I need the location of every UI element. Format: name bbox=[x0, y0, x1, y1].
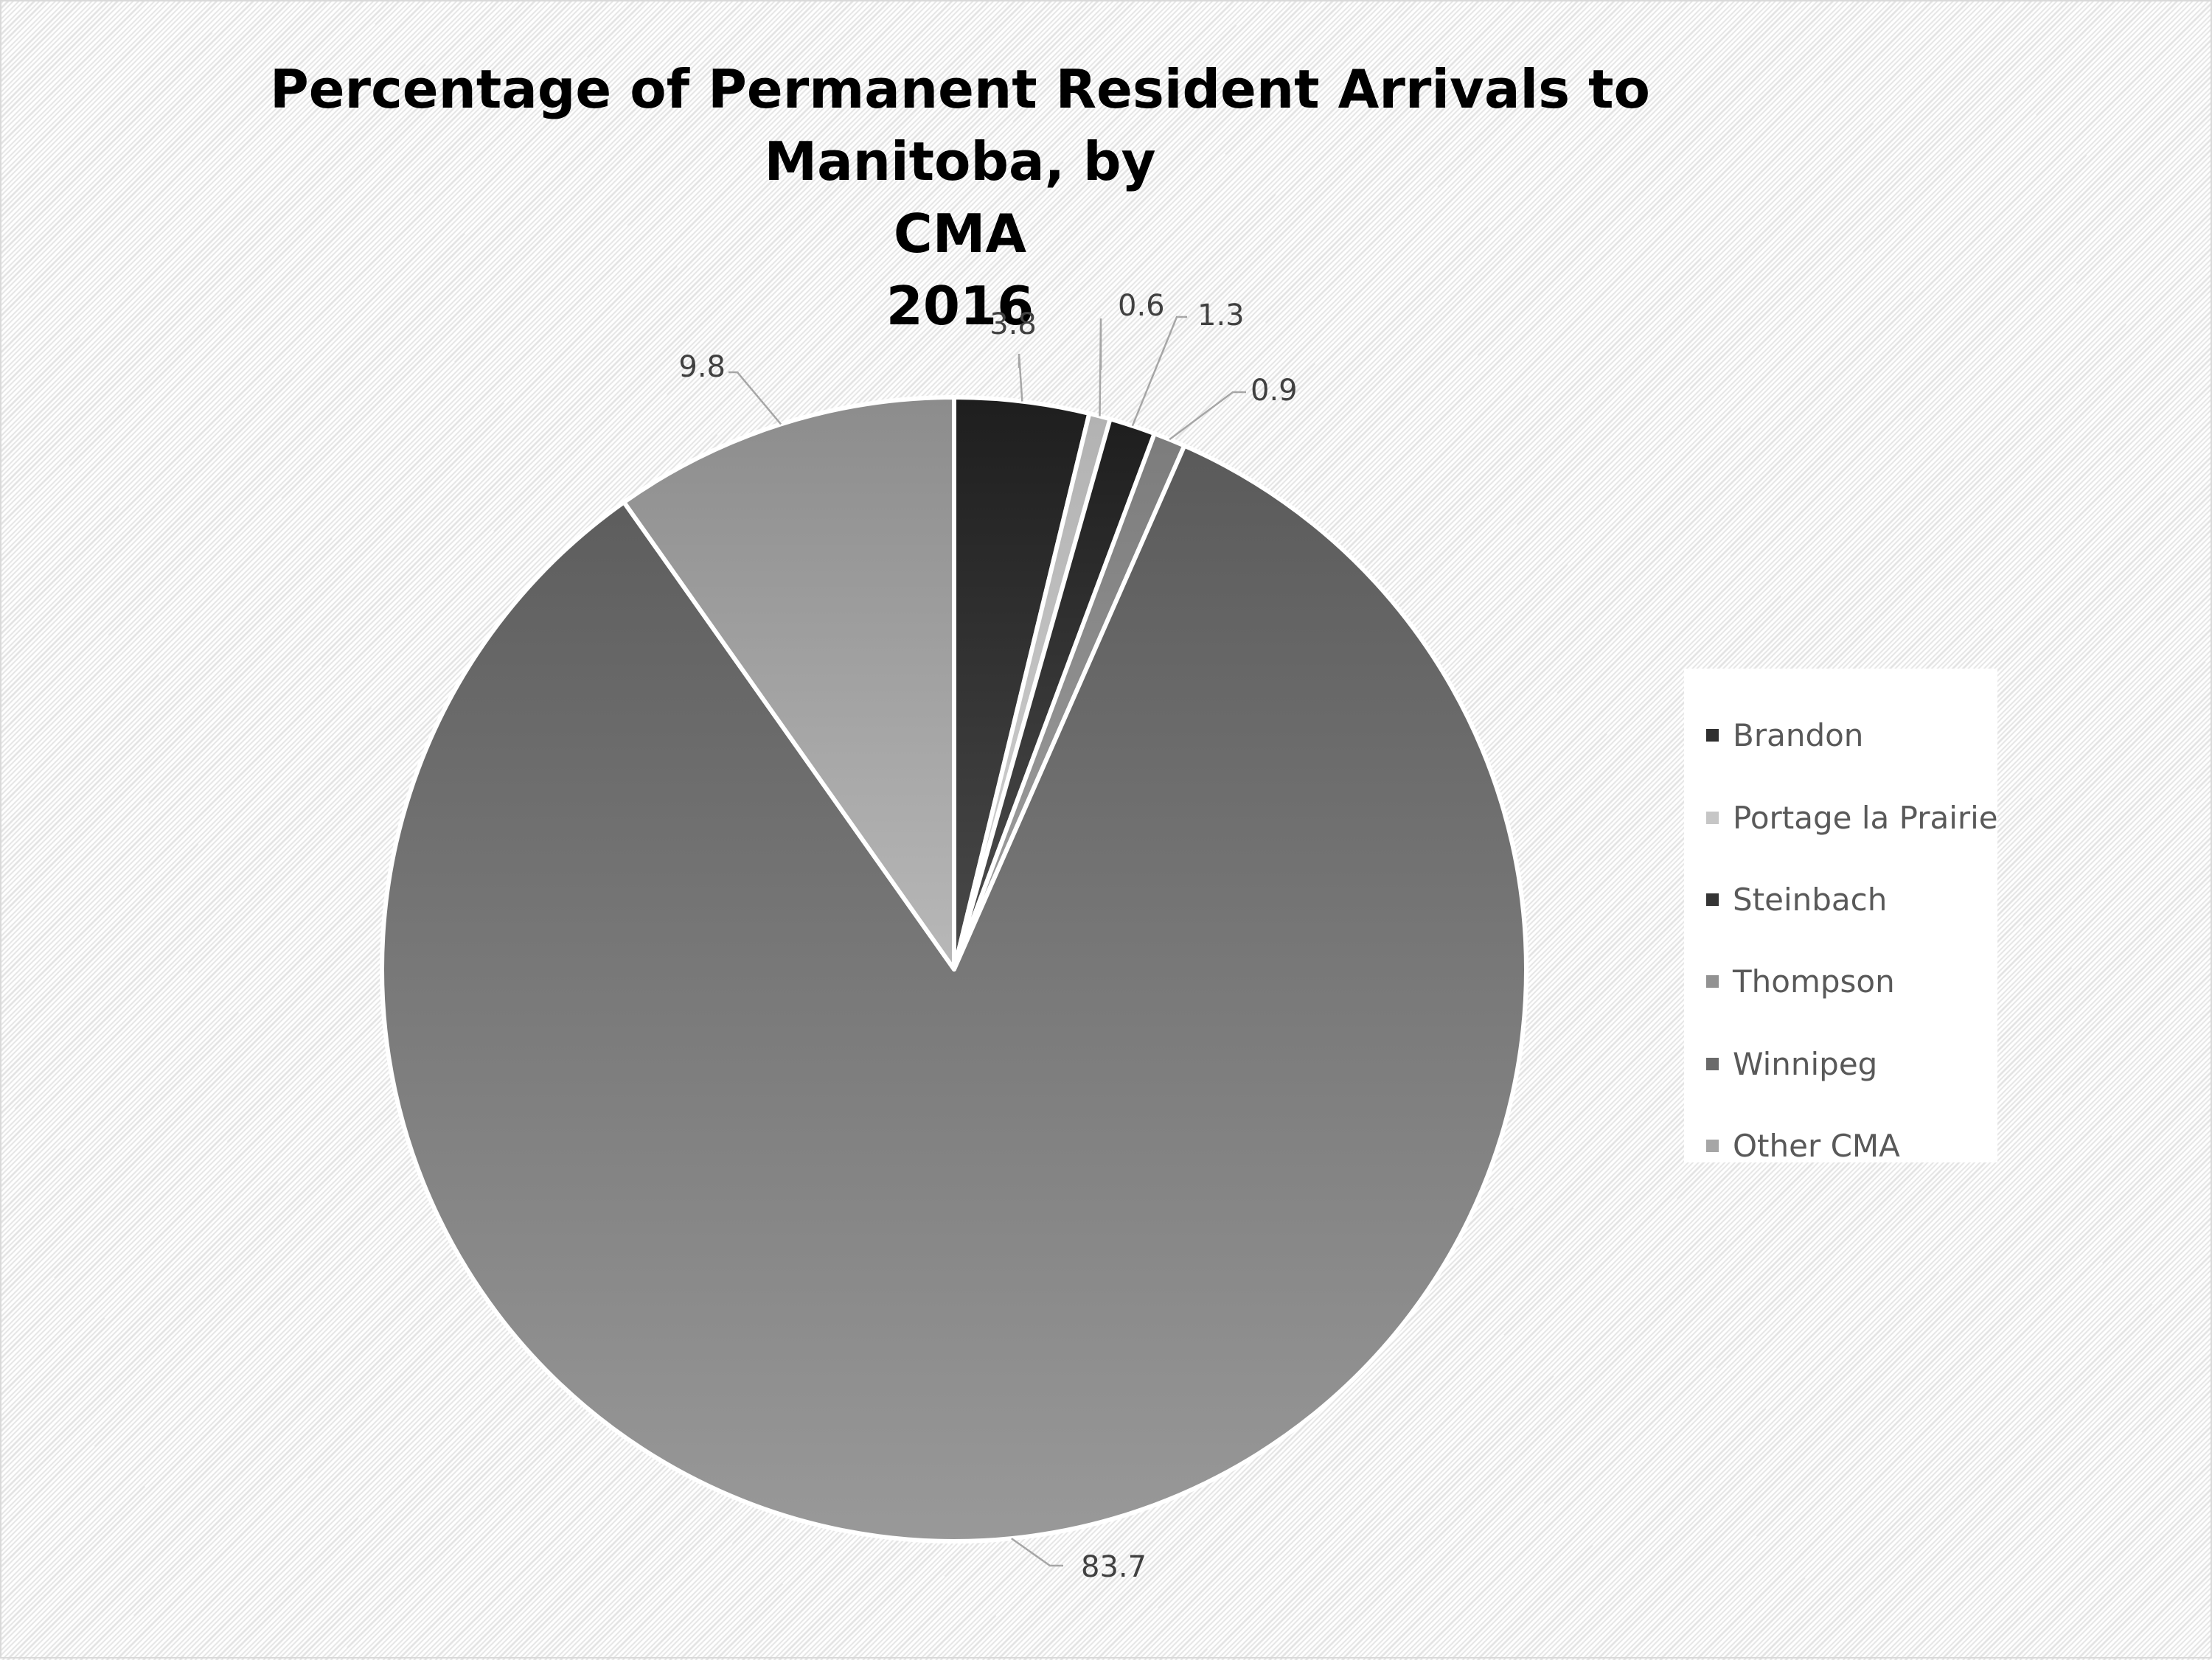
legend-swatch-brandon bbox=[1706, 728, 1719, 742]
legend-item-winnipeg: Winnipeg bbox=[1706, 1042, 1877, 1086]
legend-swatch-steinbach bbox=[1706, 893, 1719, 906]
data-label-thompson: 0.9 bbox=[1251, 374, 1298, 408]
leader-line-steinbach bbox=[1131, 315, 1187, 427]
legend-label-other-cma: Other CMA bbox=[1733, 1127, 1900, 1164]
pie-slice-other-cma bbox=[622, 395, 956, 972]
chart-title-line-2: CMA bbox=[893, 203, 1027, 265]
legend-label-thompson: Thompson bbox=[1733, 963, 1895, 1000]
data-label-other-cma: 9.8 bbox=[678, 350, 726, 384]
legend-item-steinbach: Steinbach bbox=[1706, 877, 1887, 921]
leader-line-brandon bbox=[1018, 353, 1023, 402]
legend-label-brandon: Brandon bbox=[1733, 716, 1864, 753]
chart-title-line-1: Percentage of Permanent Resident Arrival… bbox=[269, 58, 1651, 192]
leader-line-thompson bbox=[1169, 391, 1246, 441]
legend-item-thompson: Thompson bbox=[1706, 959, 1895, 1003]
legend-item-brandon: Brandon bbox=[1706, 713, 1863, 757]
data-label-winnipeg: 83.7 bbox=[1081, 1550, 1147, 1584]
legend-item-other-cma: Other CMA bbox=[1706, 1123, 1900, 1168]
data-label-brandon: 3.8 bbox=[990, 307, 1037, 341]
legend: Brandon Portage la Prairie Steinbach Tho… bbox=[1684, 669, 1998, 1164]
data-label-steinbach: 1.3 bbox=[1197, 299, 1245, 332]
legend-swatch-portage-la-prairie bbox=[1706, 811, 1719, 824]
legend-swatch-other-cma bbox=[1706, 1139, 1719, 1152]
leader-line-portage-la-prairie bbox=[1099, 318, 1102, 416]
legend-swatch-thompson bbox=[1706, 974, 1719, 988]
legend-label-portage-la-prairie: Portage la Prairie bbox=[1733, 799, 1998, 836]
legend-item-portage-la-prairie: Portage la Prairie bbox=[1706, 795, 1998, 840]
chart-title: Percentage of Permanent Resident Arrival… bbox=[149, 53, 1771, 342]
leader-line-other-cma bbox=[728, 371, 782, 425]
legend-label-winnipeg: Winnipeg bbox=[1733, 1045, 1878, 1082]
leader-line-winnipeg bbox=[1011, 1538, 1063, 1567]
legend-swatch-winnipeg bbox=[1706, 1057, 1719, 1070]
legend-label-steinbach: Steinbach bbox=[1733, 881, 1888, 918]
pie-slice-winnipeg bbox=[379, 443, 1528, 1544]
chart-title-line-3: 2016 bbox=[886, 275, 1034, 337]
data-label-portage-la-prairie: 0.6 bbox=[1118, 289, 1165, 323]
